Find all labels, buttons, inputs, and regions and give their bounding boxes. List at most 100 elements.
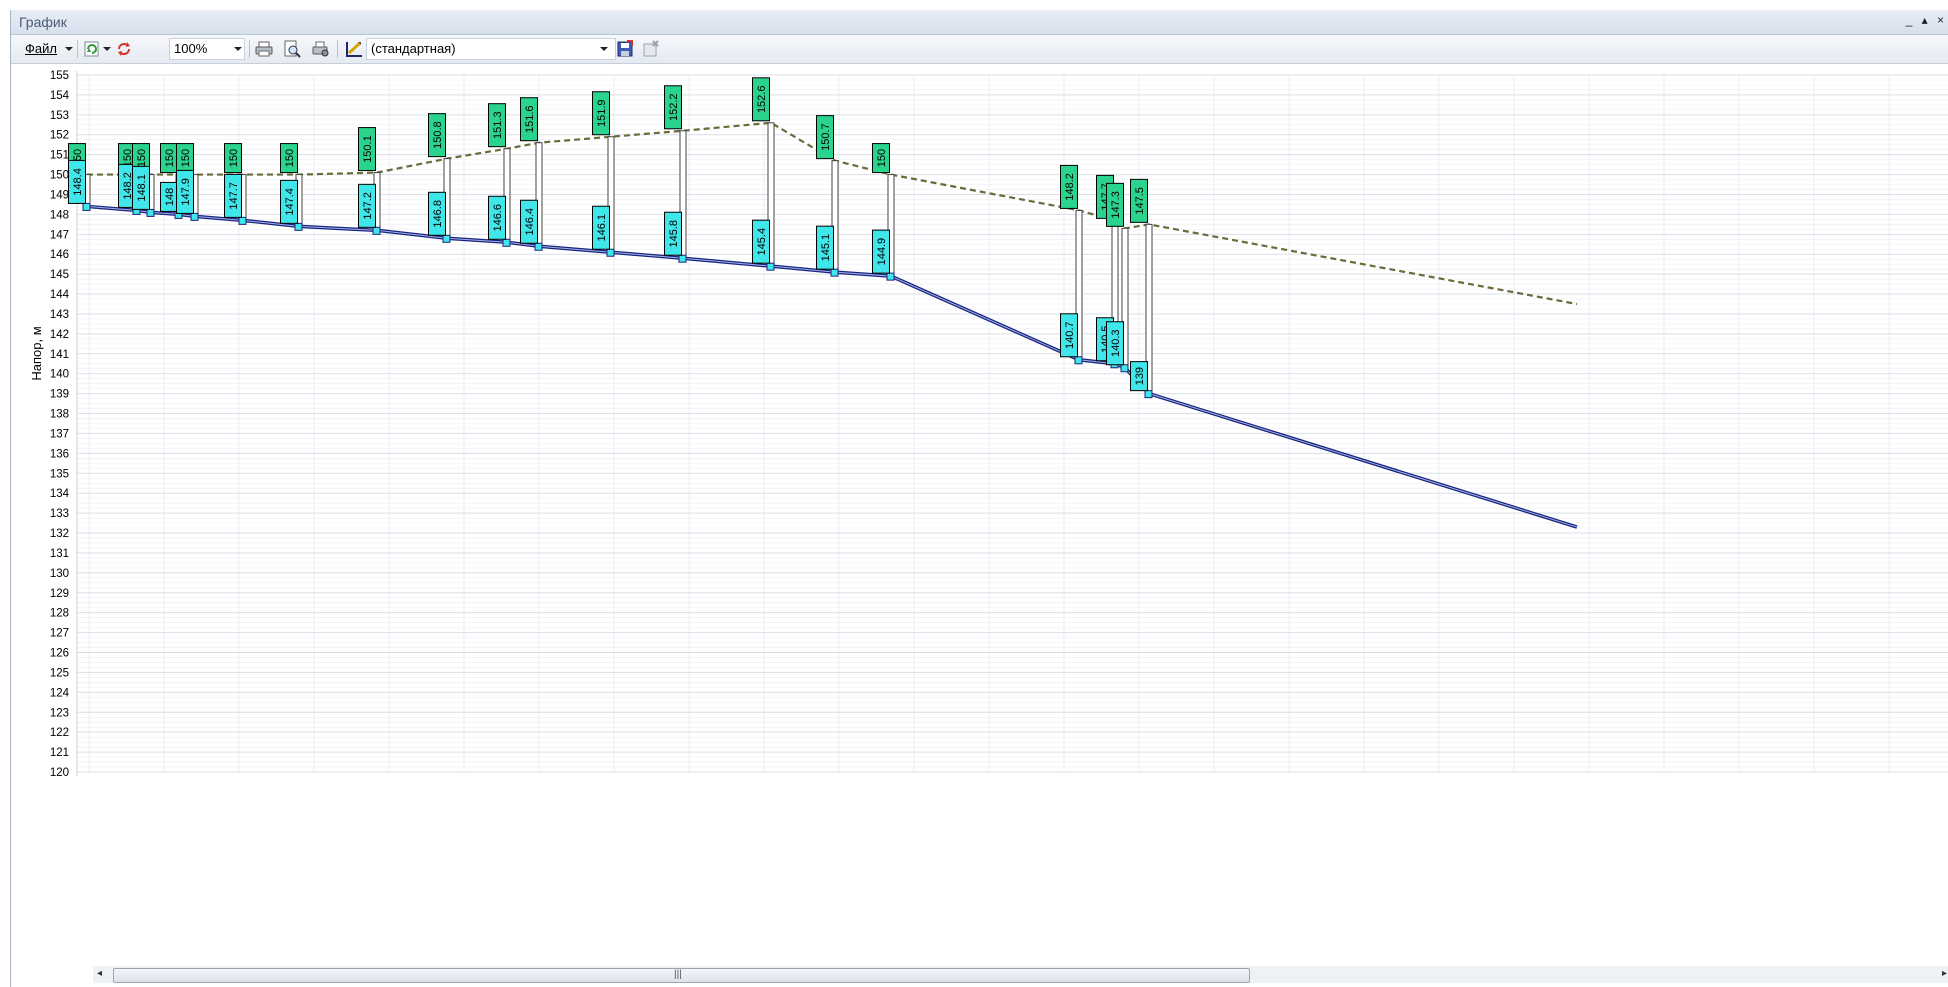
head-value-label: 147.3 [1110,191,1122,219]
head-value-label: 148.2 [1064,173,1076,201]
save-icon[interactable] [616,40,634,58]
node-marker [886,272,895,281]
head-value-box [520,97,538,142]
ground-value-label: 145.8 [668,220,680,248]
ground-value-label: 148 [164,188,176,206]
y-tick-label: 146 [50,249,69,261]
y-tick-label: 147 [50,229,69,241]
head-value-label: 150.1 [362,135,374,163]
delete-icon[interactable] [642,40,660,58]
head-value-label: 150 [180,149,192,167]
horizontal-scrollbar[interactable]: ◂ ||| ▸ [93,966,1948,983]
file-menu[interactable]: Файл [25,39,57,59]
title-bar: График _ ▴ × [11,10,1948,35]
ground-value-box [176,169,194,214]
y-tick-label: 154 [50,90,70,102]
ground-value-box [488,195,506,240]
reload-icon[interactable] [115,40,133,58]
ground-value-label: 147.4 [284,188,296,216]
ground-value-box [132,165,150,210]
ground-value-box [1130,361,1148,392]
ground-value-box [816,225,834,270]
node-marker [606,248,615,257]
y-tick-label: 153 [50,110,69,122]
ground-value-box [68,159,86,204]
scroll-thumb[interactable]: ||| [113,968,1250,983]
y-tick-label: 127 [50,628,69,640]
window-controls[interactable]: _ ▴ × [1905,13,1947,27]
scroll-grip-icon: ||| [674,969,682,980]
toolbar: Файл 100% [11,35,1948,64]
node-marker [766,262,775,271]
y-tick-label: 123 [50,707,69,719]
node-marker [294,222,303,231]
chart-area: 120 121 122 123 124 125 126 127 128 129 130 131 132 1… [11,64,1948,987]
chart-settings-icon[interactable] [345,40,363,58]
refresh-icon[interactable] [83,40,101,58]
y-tick-label: 121 [50,747,69,759]
head-value-box [1060,164,1078,209]
head-value-label: 150 [876,149,888,167]
y-tick-label: 140 [50,369,69,381]
y-tick-label: 135 [50,468,69,480]
ground-value-box [592,205,610,250]
ground-value-box [520,199,538,244]
head-value-label: 150.8 [432,121,444,149]
head-value-box [592,91,610,136]
head-value-label: 150 [228,149,240,167]
y-tick-label: 151 [50,150,69,162]
ground-value-label: 140.7 [1064,322,1076,350]
node-marker [534,242,543,251]
head-value-box [488,103,506,148]
file-menu-dropdown-icon[interactable] [65,47,73,51]
print-preview-icon[interactable] [283,40,301,58]
y-tick-label: 155 [50,70,69,82]
head-value-box [1106,182,1124,227]
head-value-box [358,127,376,172]
ground-value-box [224,173,242,218]
head-value-label: 150 [136,149,148,167]
head-value-label: 151.3 [492,111,504,139]
ground-value-box [280,179,298,224]
ground-value-label: 148.1 [136,174,148,202]
ground-value-label: 146.1 [596,214,608,242]
ground-value-label: 147.7 [228,182,240,210]
head-value-label: 151.6 [524,105,536,133]
scheme-select[interactable]: (стандартная) [366,38,616,60]
scroll-left-icon[interactable]: ◂ [97,968,103,979]
y-tick-label: 125 [50,667,69,679]
zoom-dropdown-icon[interactable] [234,47,242,51]
node-marker [372,226,381,235]
head-value-label: 150 [164,149,176,167]
toolbar-separator [77,40,78,58]
y-tick-label: 120 [50,767,69,779]
node-marker [1144,390,1153,399]
y-tick-label: 148 [50,209,69,221]
ground-value-box [1106,321,1124,366]
zoom-select[interactable]: 100% [169,38,245,60]
head-value-box [280,143,298,174]
ground-value-label: 144.9 [876,238,888,266]
ground-value-label: 146.6 [492,204,504,232]
y-tick-label: 138 [50,409,69,421]
node-marker [442,234,451,243]
ground-value-box [872,229,890,274]
print-setup-icon[interactable] [311,40,329,58]
y-tick-label: 134 [50,488,70,500]
y-tick-label: 124 [50,687,70,699]
y-tick-label: 129 [50,588,69,600]
toolbar-separator [337,40,338,58]
y-tick-label: 149 [50,189,69,201]
y-tick-label: 137 [50,428,69,440]
ground-value-label: 145.1 [820,234,832,262]
toolbar-separator [249,40,250,58]
scroll-right-icon[interactable]: ▸ [1941,968,1947,979]
y-tick-label: 141 [50,349,69,361]
refresh-dropdown-icon[interactable] [103,47,111,51]
ground-value-label: 145.4 [756,228,768,256]
head-value-box [816,115,834,160]
ground-value-label: 148.4 [72,168,84,196]
printer-icon[interactable] [255,40,273,58]
ground-value-box [1060,313,1078,358]
scheme-dropdown-icon[interactable] [600,47,608,51]
